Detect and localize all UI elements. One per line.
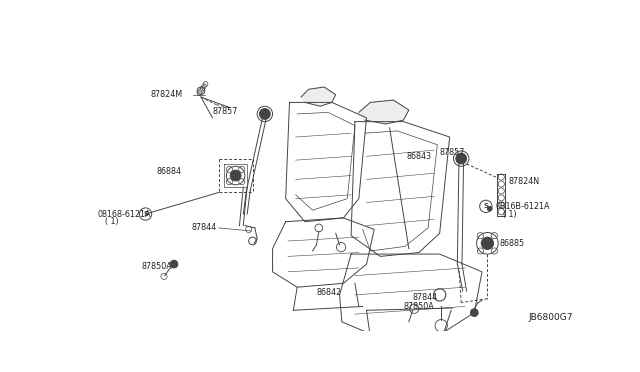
Circle shape xyxy=(259,109,270,119)
Text: ( 1): ( 1) xyxy=(105,217,118,226)
Text: 87857: 87857 xyxy=(212,107,238,116)
Circle shape xyxy=(456,153,467,164)
Text: 86842: 86842 xyxy=(316,288,342,297)
Text: S: S xyxy=(143,211,148,217)
Text: 87844: 87844 xyxy=(413,293,438,302)
Circle shape xyxy=(230,170,241,181)
Text: 87850A: 87850A xyxy=(403,302,434,311)
Text: 08168-6121A: 08168-6121A xyxy=(97,209,150,218)
Text: 87844: 87844 xyxy=(191,224,216,232)
Circle shape xyxy=(481,237,493,250)
Polygon shape xyxy=(359,100,409,124)
Circle shape xyxy=(470,309,478,317)
Text: ( 1): ( 1) xyxy=(503,209,516,218)
Text: 87850A: 87850A xyxy=(141,262,172,271)
Text: 87857: 87857 xyxy=(440,148,465,157)
Text: 86843: 86843 xyxy=(406,152,431,161)
Text: 0B16B-6121A: 0B16B-6121A xyxy=(496,202,550,211)
Polygon shape xyxy=(301,87,336,106)
Text: 86884: 86884 xyxy=(156,167,181,176)
Circle shape xyxy=(488,206,492,211)
Text: 87824N: 87824N xyxy=(509,177,540,186)
Text: JB6800G7: JB6800G7 xyxy=(528,314,573,323)
Text: S: S xyxy=(483,203,488,209)
Text: 86885: 86885 xyxy=(500,239,525,248)
Circle shape xyxy=(170,260,178,268)
Text: 87824M: 87824M xyxy=(151,90,183,99)
